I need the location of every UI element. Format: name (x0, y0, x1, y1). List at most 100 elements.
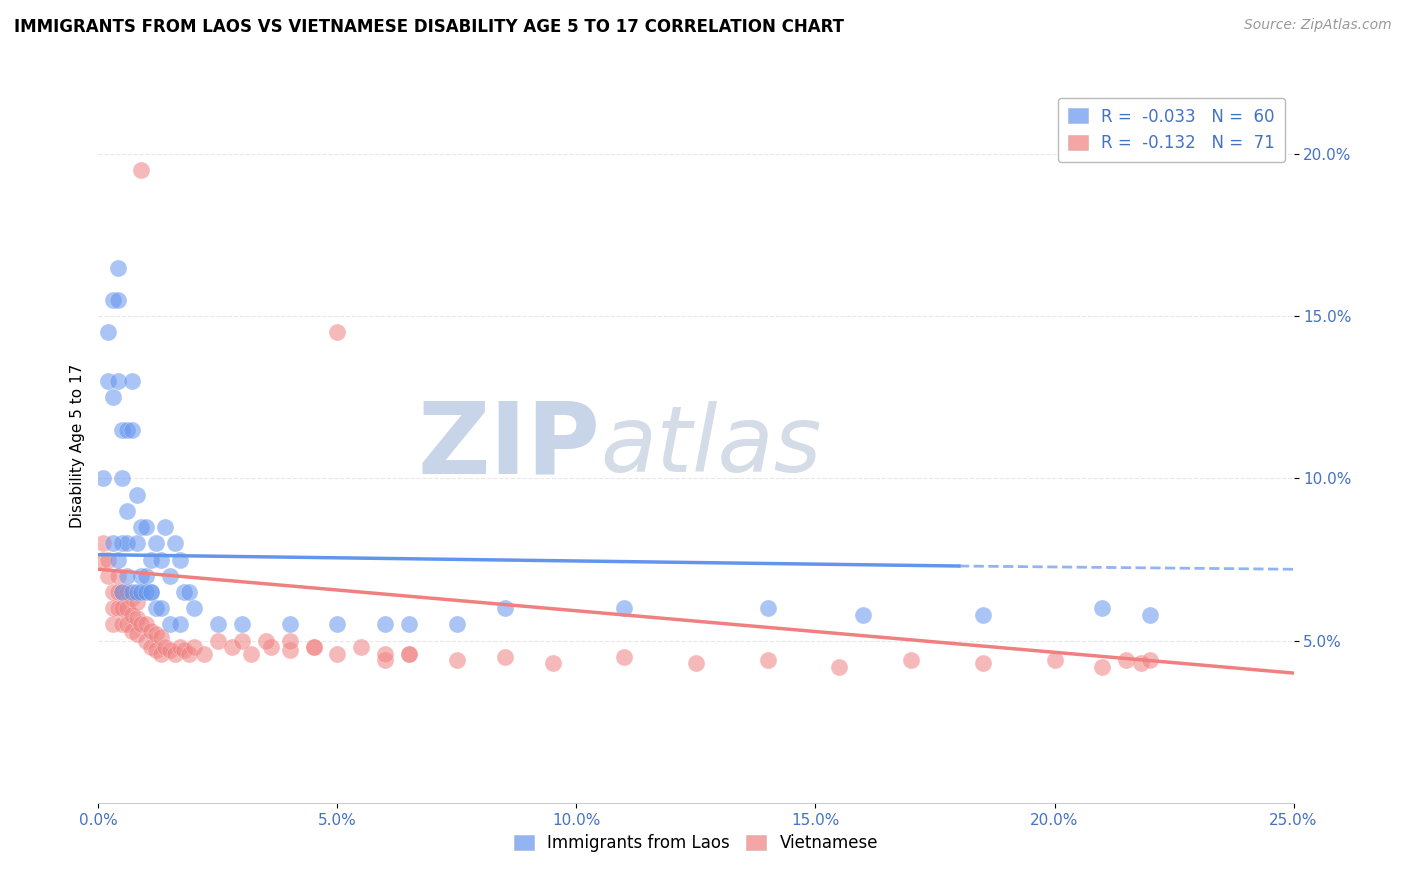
Point (107, 260, 129, 275)
Y-axis label: Disability Age 5 to 17: Disability Age 5 to 17 (69, 364, 84, 528)
Point (111, 617, 134, 632)
Point (302, 640, 325, 654)
Text: Source: ZipAtlas.com: Source: ZipAtlas.com (1244, 18, 1392, 32)
Point (613, 649, 636, 664)
Point (125, 536, 148, 550)
Point (259, 640, 281, 654)
Point (446, 617, 468, 632)
Point (374, 617, 396, 632)
Point (139, 585, 162, 599)
Point (115, 617, 138, 632)
Point (107, 374, 129, 388)
Point (145, 627, 167, 641)
Point (149, 631, 172, 645)
Point (972, 657, 994, 671)
Point (159, 643, 181, 657)
Point (173, 585, 195, 599)
Point (541, 657, 564, 671)
Point (91, 536, 114, 550)
Point (125, 595, 148, 609)
Point (135, 617, 157, 632)
Point (169, 552, 191, 566)
Point (97, 326, 120, 340)
Point (135, 585, 157, 599)
Point (111, 585, 134, 599)
Point (125, 488, 148, 502)
Point (446, 653, 468, 667)
Point (254, 633, 277, 648)
Point (1043, 653, 1066, 667)
Point (685, 657, 707, 671)
Point (145, 601, 167, 615)
Point (125, 627, 148, 641)
Point (179, 647, 201, 661)
Point (398, 617, 420, 632)
Point (183, 640, 205, 654)
Point (398, 647, 420, 661)
Point (163, 647, 186, 661)
Point (350, 640, 373, 654)
Point (900, 653, 922, 667)
Point (1091, 601, 1114, 615)
Point (135, 568, 157, 582)
Point (131, 163, 153, 178)
Point (125, 611, 148, 625)
Point (107, 568, 129, 582)
Point (115, 568, 138, 582)
Point (163, 536, 186, 550)
Point (111, 585, 134, 599)
Point (135, 633, 157, 648)
Point (101, 390, 124, 404)
Point (115, 504, 138, 518)
Point (107, 585, 129, 599)
Point (1139, 607, 1161, 622)
Point (159, 568, 181, 582)
Point (121, 423, 143, 437)
Point (139, 585, 162, 599)
Point (231, 617, 253, 632)
Point (169, 617, 191, 632)
Point (972, 607, 994, 622)
Point (91, 552, 114, 566)
Point (111, 471, 134, 485)
Point (115, 601, 138, 615)
Point (278, 643, 301, 657)
Point (169, 640, 191, 654)
Point (494, 649, 516, 664)
Point (121, 585, 143, 599)
Text: atlas: atlas (600, 401, 821, 491)
Point (145, 643, 167, 657)
Point (149, 647, 172, 661)
Point (398, 647, 420, 661)
Point (494, 601, 516, 615)
Point (131, 585, 153, 599)
Point (131, 568, 153, 582)
Point (231, 633, 253, 648)
Point (240, 647, 263, 661)
Point (179, 585, 201, 599)
Point (139, 624, 162, 638)
Point (1129, 657, 1152, 671)
Point (97, 552, 120, 566)
Point (135, 520, 157, 534)
Point (149, 601, 172, 615)
Point (828, 659, 851, 673)
Point (97, 568, 120, 582)
Point (756, 653, 779, 667)
Point (326, 647, 349, 661)
Point (852, 607, 875, 622)
Text: IMMIGRANTS FROM LAOS VS VIETNAMESE DISABILITY AGE 5 TO 17 CORRELATION CHART: IMMIGRANTS FROM LAOS VS VIETNAMESE DISAB… (14, 18, 844, 36)
Point (613, 601, 636, 615)
Legend: Immigrants from Laos, Vietnamese: Immigrants from Laos, Vietnamese (508, 828, 884, 859)
Point (139, 640, 162, 654)
Point (756, 601, 779, 615)
Point (278, 633, 301, 648)
Point (107, 601, 129, 615)
Point (111, 423, 134, 437)
Point (125, 585, 148, 599)
Point (207, 617, 229, 632)
Point (221, 640, 243, 654)
Point (302, 640, 325, 654)
Point (326, 617, 349, 632)
Point (101, 293, 124, 307)
